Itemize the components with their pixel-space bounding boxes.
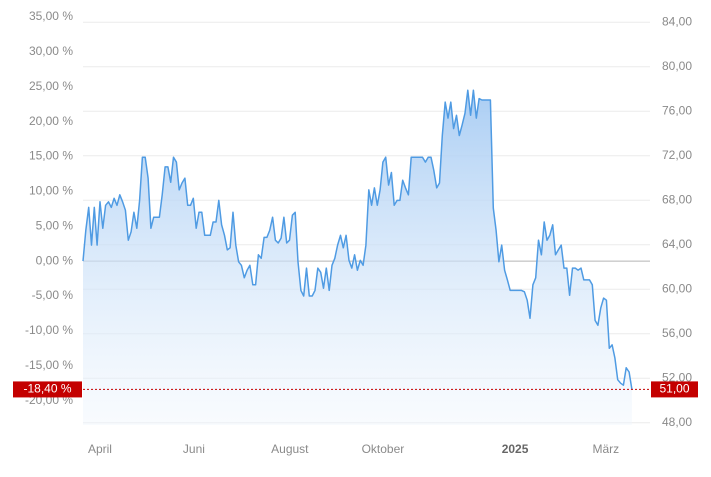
y-tick-label: 5,00 % <box>36 218 74 232</box>
y-tick-label: -15,00 % <box>25 358 73 372</box>
x-tick-label: Juni <box>183 442 205 456</box>
x-tick-label: August <box>271 442 309 456</box>
y2-tick-label: 72,00 <box>662 148 692 162</box>
y2-tick-label: 52,00 <box>662 370 692 384</box>
current-label: -18,40 % <box>23 382 71 396</box>
y-tick-label: 35,00 % <box>29 9 73 23</box>
y2-tick-label: 48,00 <box>662 415 692 429</box>
y-tick-label: 10,00 % <box>29 184 73 198</box>
price-badge <box>651 381 698 398</box>
x-tick-label: März <box>593 442 620 456</box>
y-tick-label: 15,00 % <box>29 149 73 163</box>
y2-tick-label: 68,00 <box>662 192 692 206</box>
x-tick-label: 2025 <box>502 442 529 456</box>
y2-tick-label: 76,00 <box>662 103 692 117</box>
x-tick-label: April <box>88 442 112 456</box>
y-tick-label: 30,00 % <box>29 44 73 58</box>
area <box>83 90 632 425</box>
x-tick-label: Oktober <box>362 442 405 456</box>
line <box>82 89 633 390</box>
y2-tick-label: 60,00 <box>662 281 692 295</box>
y-tick-label: -10,00 % <box>25 323 73 337</box>
y-tick-label: 25,00 % <box>29 79 73 93</box>
y-tick-label: -5,00 % <box>32 288 74 302</box>
y2-tick-label: 64,00 <box>662 237 692 251</box>
y2-tick-label: 84,00 <box>662 14 692 28</box>
y-tick-label: 20,00 % <box>29 114 73 128</box>
price-label: 51,00 <box>659 382 689 396</box>
y2-tick-label: 80,00 <box>662 59 692 73</box>
y2-tick-label: 56,00 <box>662 326 692 340</box>
current-badge <box>13 381 82 398</box>
y-tick-label: 0,00 % <box>36 253 74 267</box>
